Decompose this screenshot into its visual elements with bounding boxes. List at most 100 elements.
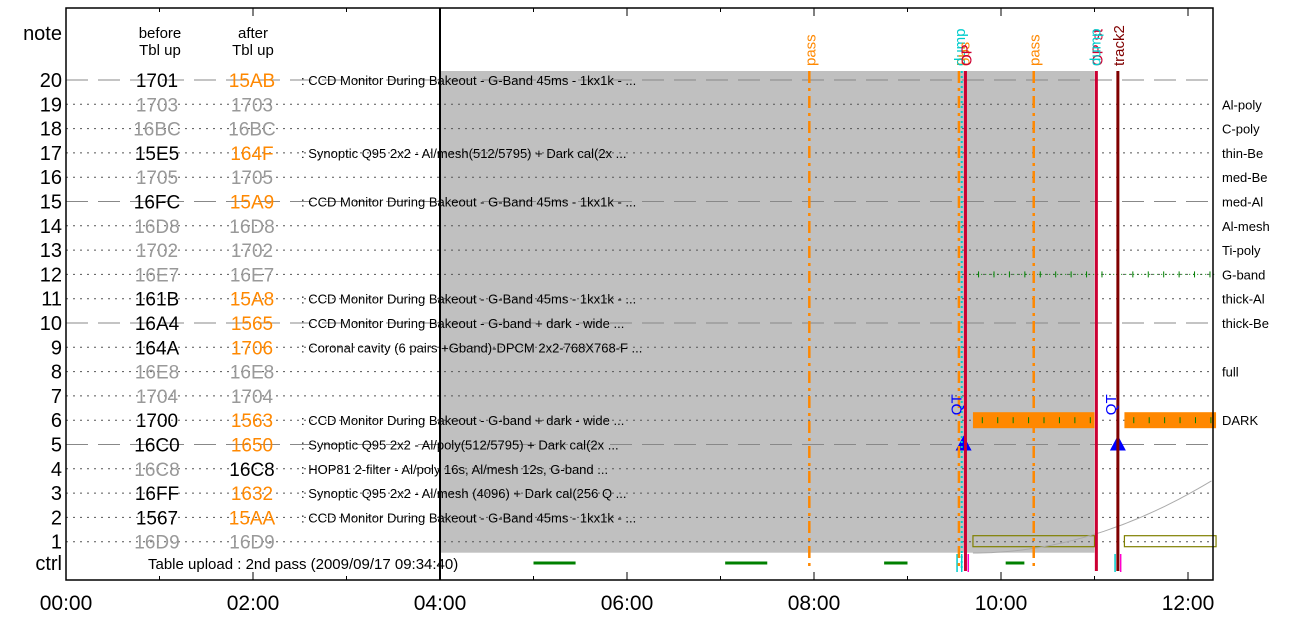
before-code: 161B xyxy=(135,290,179,311)
qt-label: QT xyxy=(1103,394,1120,415)
after-code: 1565 xyxy=(231,314,273,335)
row-number: 2 xyxy=(51,507,62,529)
x-tick-label: 06:00 xyxy=(601,592,654,615)
row-number: 17 xyxy=(40,143,62,165)
before-code: 1700 xyxy=(136,411,178,432)
dark-bar xyxy=(972,412,1095,429)
before-code: 16FC xyxy=(134,193,180,214)
right-label: Al-mesh xyxy=(1222,219,1270,234)
after-header: after xyxy=(238,25,268,42)
row-number: 16 xyxy=(40,167,62,189)
after-code: 164F xyxy=(230,144,273,165)
row-number: 20 xyxy=(40,70,62,92)
after-code: 16BC xyxy=(228,120,276,141)
row-number: 5 xyxy=(51,435,62,457)
after-code: 16C8 xyxy=(229,460,274,481)
before-code: 1704 xyxy=(136,387,179,408)
right-label: G-band xyxy=(1222,267,1265,282)
right-label: thick-Al xyxy=(1222,292,1265,307)
before-header: Tbl up xyxy=(139,42,181,59)
row-description: : CCD Monitor During Bakeout - G-Band 45… xyxy=(301,73,636,88)
vertical-markers xyxy=(808,71,1120,571)
after-code: 1705 xyxy=(231,168,273,189)
right-label: thin-Be xyxy=(1222,146,1263,161)
row-number: 13 xyxy=(40,240,62,262)
ctrl-text: Table upload : 2nd pass (2009/09/17 09:3… xyxy=(148,556,458,573)
row-number: 14 xyxy=(40,216,62,238)
before-code: 1567 xyxy=(136,508,178,529)
after-code: 16E8 xyxy=(230,363,274,384)
after-code: 1702 xyxy=(231,241,273,262)
right-label: full xyxy=(1222,365,1239,380)
row-number: 12 xyxy=(40,264,62,286)
before-code: 16A4 xyxy=(135,314,180,335)
row-number: 4 xyxy=(51,459,62,481)
right-label: C-poly xyxy=(1222,122,1260,137)
row-number: 10 xyxy=(40,313,62,335)
plot-frame xyxy=(65,7,1214,581)
after-code: 1563 xyxy=(231,411,273,432)
progress-curve xyxy=(972,480,1212,554)
vline-label: pass xyxy=(1027,34,1044,66)
right-label: DARK xyxy=(1222,413,1258,428)
after-code: 1703 xyxy=(231,95,273,116)
before-code: 16D8 xyxy=(134,217,179,238)
row-description: : CCD Monitor During Bakeout - G-Band 45… xyxy=(301,510,636,525)
before-code: 1702 xyxy=(136,241,178,262)
right-label: Ti-poly xyxy=(1222,243,1261,258)
before-code: 1703 xyxy=(136,95,178,116)
after-code: 15AA xyxy=(229,508,276,529)
dark-bar xyxy=(1124,412,1217,429)
row-number: 1 xyxy=(51,532,62,554)
x-tick-label: 12:00 xyxy=(1162,592,1215,615)
qt-label: QT xyxy=(949,394,966,415)
row-number: 9 xyxy=(51,337,62,359)
row-number: 8 xyxy=(51,362,62,384)
after-code: 1704 xyxy=(231,387,274,408)
row-description: : Synoptic Q95 2x2 - Al/mesh(512/5795) +… xyxy=(301,146,627,161)
before-code: 16BC xyxy=(133,120,181,141)
row-number: 6 xyxy=(51,410,62,432)
right-label: med-Al xyxy=(1222,195,1263,210)
row-description: : CCD Monitor During Bakeout - G-band + … xyxy=(301,413,624,428)
chart-marks xyxy=(533,271,1217,572)
row-number: 3 xyxy=(51,483,62,505)
row-number: 19 xyxy=(40,94,62,116)
x-tick-label: 08:00 xyxy=(788,592,841,615)
after-code: 15A8 xyxy=(230,290,274,311)
after-code: 16E7 xyxy=(230,265,274,286)
row-description: : CCD Monitor During Bakeout - G-band + … xyxy=(301,316,624,331)
before-code: 16C8 xyxy=(134,460,179,481)
after-code: 1650 xyxy=(231,436,273,457)
ctrl-label: ctrl xyxy=(35,553,62,575)
vline-label: OP st xyxy=(1089,28,1106,66)
vline-label: track2 xyxy=(1111,25,1128,66)
vline-label: pass xyxy=(802,34,819,66)
before-code: 16C0 xyxy=(134,436,179,457)
x-tick-label: 02:00 xyxy=(227,592,280,615)
row-number: 11 xyxy=(41,289,62,311)
vline-label: dump xyxy=(952,28,969,66)
row-number: 7 xyxy=(51,386,62,408)
row-description: : Synoptic Q95 2x2 - Al/mesh (4096) + Da… xyxy=(301,486,627,501)
right-label: med-Be xyxy=(1222,170,1268,185)
after-header: Tbl up xyxy=(232,42,274,59)
before-code: 16E7 xyxy=(135,265,179,286)
before-code: 16D9 xyxy=(134,533,179,554)
note-header: note xyxy=(23,23,62,45)
chart-frame xyxy=(65,7,1214,581)
x-tick-label: 00:00 xyxy=(40,592,93,615)
x-tick-label: 10:00 xyxy=(975,592,1028,615)
after-code: 15AB xyxy=(229,71,275,92)
right-label: Al-poly xyxy=(1222,97,1262,112)
before-code: 16E8 xyxy=(135,363,179,384)
olive-box xyxy=(1123,535,1217,548)
right-label: thick-Be xyxy=(1222,316,1269,331)
row-description: : CCD Monitor During Bakeout - G-Band 45… xyxy=(301,195,636,210)
after-code: 15A9 xyxy=(230,193,274,214)
shaded-area xyxy=(440,71,1095,553)
row-number: 18 xyxy=(40,119,62,141)
after-code: 16D9 xyxy=(229,533,274,554)
